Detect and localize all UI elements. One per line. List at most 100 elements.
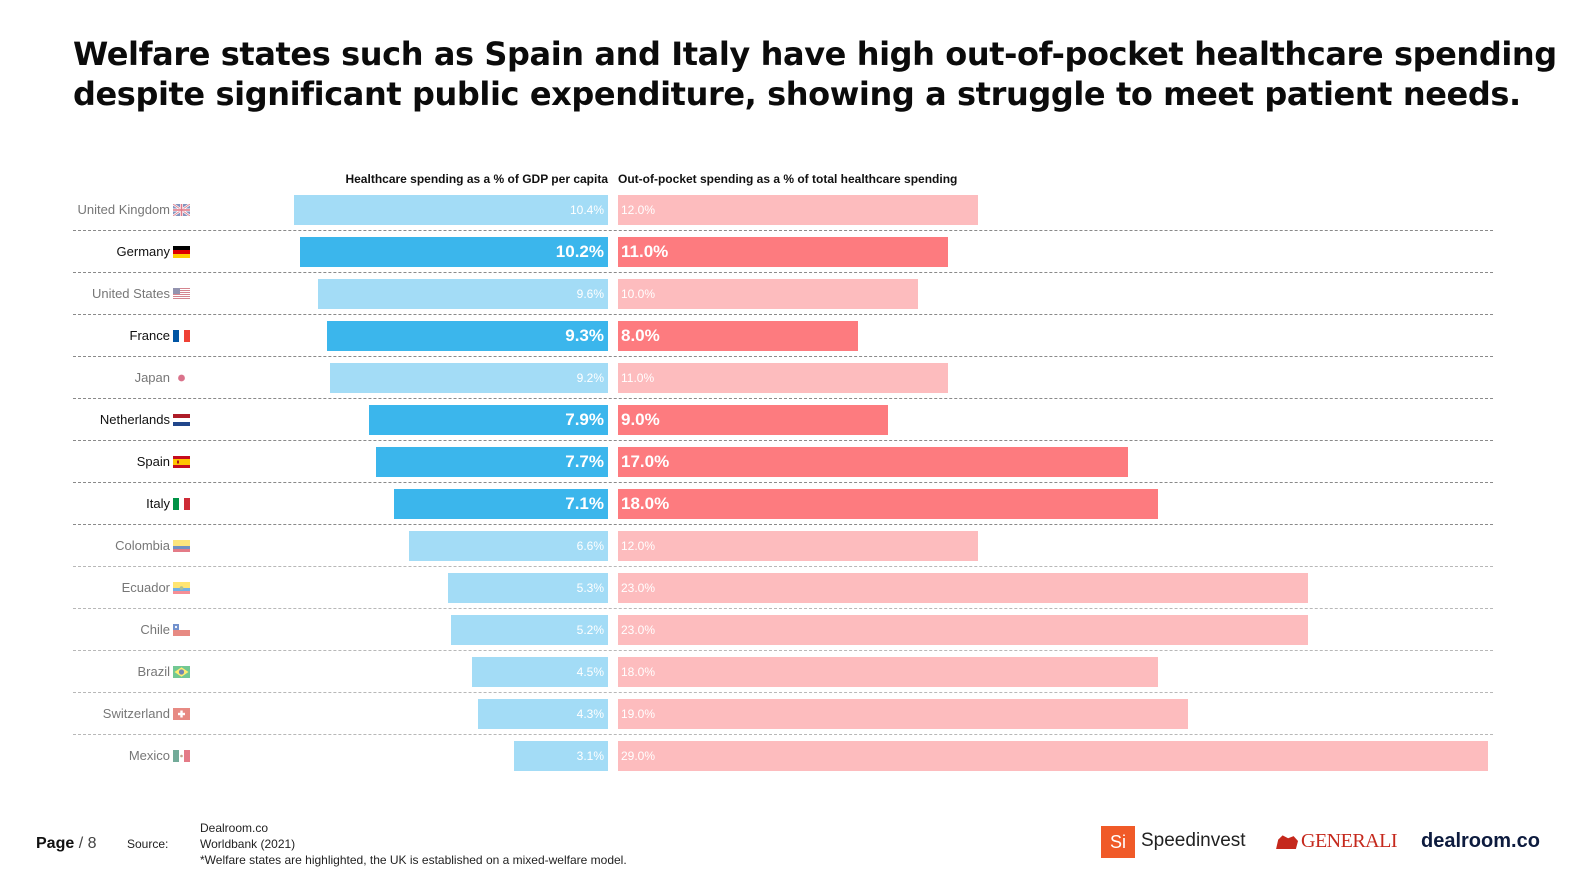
oop-value-label: 11.0% [621,242,669,261]
page-number: / 8 [78,835,97,852]
gdp-bar [369,405,608,435]
oop-value-label: 19.0% [621,707,656,721]
row-separator [73,482,1493,483]
oop-bar [618,699,1188,729]
switzerland-flag-icon [173,707,190,720]
oop-value-label: 10.0% [621,287,656,301]
oop-value-label: 8.0% [621,326,660,345]
country-label: Switzerland [102,706,170,721]
gdp-bar [472,657,608,687]
row-separator [73,524,1493,525]
source-line-1: Dealroom.co [200,821,269,835]
country-label: France [129,328,170,343]
oop-bar [618,195,978,225]
gdp-bar [375,447,608,477]
oop-bar [618,447,1128,477]
country-label: Netherlands [99,412,170,427]
speedinvest-logo-icon: Si [1101,826,1135,858]
oop-value-label: 17.0% [621,452,670,471]
row-separator [73,608,1493,609]
row-separator [73,692,1493,693]
gdp-value-label: 4.5% [576,665,604,679]
country-label: Colombia [115,538,170,553]
row-separator [73,566,1493,567]
speedinvest-logo-text: Speedinvest [1141,830,1246,851]
row-separator [73,440,1493,441]
oop-bar [618,363,948,393]
gdp-value-label: 6.6% [576,539,604,553]
oop-bar [618,615,1308,645]
row-separator [73,398,1493,399]
gdp-bar [478,699,608,729]
gdp-bar [451,615,608,645]
gdp-bar [514,741,608,771]
gdp-bar [393,489,608,519]
gdp-value-label: 4.3% [576,707,604,721]
oop-bar [618,279,918,309]
gdp-value-label: 9.2% [576,371,604,385]
title-line-1: Welfare states such as Spain and Italy h… [73,35,1557,73]
usa-flag-icon [173,287,190,300]
gdp-bar [300,237,608,267]
source-note: *Welfare states are highlighted, the UK … [200,853,627,867]
oop-column-header: Out-of-pocket spending as a % of total h… [618,172,958,186]
row-separator [73,356,1493,357]
country-label: Mexico [128,748,170,763]
row-separator [73,230,1493,231]
gdp-value-label: 5.3% [576,581,604,595]
gdp-bar [447,573,608,603]
country-label: United States [91,286,170,301]
gdp-value-label: 10.4% [569,203,604,217]
gdp-value-label: 10.2% [555,242,604,261]
oop-bar [618,321,858,351]
oop-bar [618,489,1158,519]
oop-bar [618,531,978,561]
gdp-bar [318,279,608,309]
gdp-column-header: Healthcare spending as a % of GDP per ca… [345,172,608,186]
page-title: Welfare states such as Spain and Italy h… [73,34,1557,114]
ecuador-flag-icon [173,581,190,594]
oop-bar [618,657,1158,687]
colombia-flag-icon [173,539,190,552]
dealroom-logo: dealroom.co [1421,830,1540,852]
source-label: Source: [127,837,169,851]
oop-value-label: 12.0% [621,203,656,217]
brazil-flag-icon [173,665,190,678]
gdp-bar [408,531,608,561]
netherlands-flag-icon [173,413,190,426]
oop-bar [618,237,948,267]
gdp-value-label: 7.7% [565,452,604,471]
country-label: Japan [134,370,170,385]
country-label: Italy [146,496,170,511]
country-label: Chile [140,622,170,637]
mexico-flag-icon [173,749,190,762]
gdp-value-label: 7.1% [565,494,604,513]
source-list: Dealroom.co Worldbank (2021) *Welfare st… [200,820,627,868]
gdp-bar [327,321,608,351]
italy-flag-icon [173,497,190,510]
row-separator [73,272,1493,273]
oop-value-label: 11.0% [621,371,655,385]
oop-bar [618,405,888,435]
country-label: Brazil [137,664,170,679]
france-flag-icon [173,329,190,342]
oop-value-label: 18.0% [621,494,670,513]
page-label: Page [36,835,75,852]
oop-value-label: 29.0% [621,749,656,763]
oop-bar [618,573,1308,603]
uk-flag-icon [172,203,191,217]
generali-logo-text: GENERALI [1301,830,1397,852]
row-separator [73,314,1493,315]
gdp-value-label: 7.9% [565,410,604,429]
japan-flag-icon [173,371,190,384]
oop-value-label: 23.0% [621,581,656,595]
gdp-value-label: 3.1% [576,749,604,763]
oop-value-label: 23.0% [621,623,656,637]
row-separator [73,650,1493,651]
oop-bar [618,741,1488,771]
gdp-bar [330,363,608,393]
generali-lion-icon [1276,835,1298,850]
gdp-value-label: 9.3% [565,326,604,345]
generali-logo: GENERALI [1276,830,1397,853]
